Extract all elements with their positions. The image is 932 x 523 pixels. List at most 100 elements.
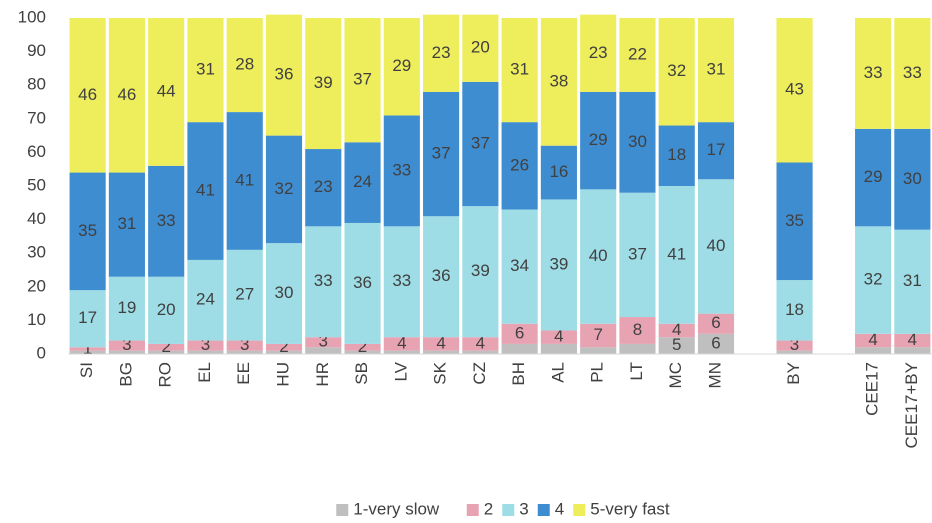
bar-segment	[226, 18, 263, 113]
data-label: 32	[275, 179, 294, 198]
data-label: 3	[319, 332, 328, 351]
bar-segment	[501, 343, 538, 354]
legend-swatch	[502, 504, 515, 516]
bar-segment	[148, 165, 185, 277]
data-label: 3	[122, 335, 131, 354]
bar-segment	[658, 186, 695, 324]
x-tick-label: MN	[705, 362, 724, 388]
x-tick-label: EE	[234, 362, 253, 385]
data-label: 23	[432, 43, 451, 62]
data-label: 36	[353, 273, 372, 292]
bar-segment	[148, 350, 185, 354]
bar-segment	[697, 333, 735, 354]
bar-segment	[383, 115, 420, 227]
data-label: 44	[157, 81, 176, 100]
data-label: 36	[432, 266, 451, 285]
bar-segment	[658, 18, 695, 126]
data-label: 33	[314, 271, 333, 290]
data-label: 4	[908, 330, 917, 349]
x-tick-label: BY	[784, 362, 803, 385]
data-label: 16	[549, 162, 568, 181]
legend-swatch	[537, 504, 550, 516]
data-label: 33	[864, 63, 883, 82]
x-tick-label: PL	[588, 362, 607, 383]
y-tick-label: 100	[18, 7, 46, 26]
bar-segment	[619, 343, 656, 354]
data-label: 1	[83, 339, 92, 358]
data-label: 24	[353, 172, 372, 191]
bar-segment	[108, 172, 145, 277]
bar-segment	[423, 216, 460, 338]
data-label: 3	[240, 335, 249, 354]
bar-segment	[69, 290, 106, 348]
data-label: 35	[785, 211, 804, 230]
bar-segment	[423, 337, 460, 351]
bar-segment	[580, 323, 617, 348]
bar-segment	[305, 337, 342, 348]
bar-segment	[580, 91, 617, 190]
bar-segment	[423, 14, 460, 92]
legend-label: 4	[555, 499, 564, 518]
bar-segment	[776, 280, 813, 341]
bar-segment	[894, 229, 931, 334]
bar-segment	[540, 343, 577, 354]
x-tick-label: CEE17+BY	[902, 362, 921, 448]
bar-segment	[305, 347, 342, 354]
y-tick-label: 90	[27, 41, 46, 60]
data-label: 6	[515, 323, 524, 342]
bar-segment	[501, 323, 538, 344]
bar-segment	[226, 340, 263, 351]
bar-segment	[540, 330, 577, 344]
bar-segment	[108, 276, 145, 341]
data-label: 19	[117, 298, 136, 317]
bar-segment	[383, 18, 420, 116]
bar-segment	[108, 18, 145, 173]
data-label: 23	[589, 43, 608, 62]
x-tick-label: SK	[431, 361, 450, 384]
data-label: 31	[117, 214, 136, 233]
data-label: 6	[711, 313, 720, 332]
bar-segment	[265, 350, 303, 354]
bar-segment	[580, 347, 617, 354]
data-label: 39	[314, 73, 333, 92]
data-label: 2	[161, 337, 170, 356]
bar-segment	[265, 14, 303, 136]
data-label: 28	[235, 55, 254, 74]
bar-segment	[501, 209, 538, 324]
x-tick-label: BG	[116, 362, 135, 387]
bar-segment	[187, 18, 224, 123]
data-label: 32	[864, 270, 883, 289]
x-tick-label: SI	[77, 362, 96, 378]
data-label: 33	[157, 211, 176, 230]
bar-segment	[344, 350, 381, 354]
data-label: 6	[711, 333, 720, 352]
bar-segment	[69, 18, 106, 173]
data-label: 33	[903, 63, 922, 82]
bar-segment	[776, 340, 813, 351]
data-label: 32	[667, 61, 686, 80]
bar-segment	[697, 122, 735, 180]
data-label: 39	[471, 261, 490, 280]
bar-segment	[855, 333, 892, 348]
bar-segment	[619, 192, 656, 318]
data-label: 30	[628, 132, 647, 151]
data-label: 39	[549, 254, 568, 273]
x-tick-label: HU	[273, 362, 292, 387]
legend-swatch	[466, 504, 479, 516]
data-label: 23	[314, 177, 333, 196]
bar-segment	[540, 145, 577, 200]
data-label: 41	[235, 170, 254, 189]
data-label: 17	[707, 140, 726, 159]
data-label: 30	[275, 283, 294, 302]
data-label: 37	[432, 144, 451, 163]
data-label: 18	[667, 145, 686, 164]
x-tick-label: EL	[195, 362, 214, 383]
x-tick-label: HR	[313, 362, 332, 387]
bar-segment	[580, 14, 617, 92]
x-tick-label: MC	[666, 362, 685, 388]
x-tick-label: LT	[627, 362, 646, 381]
y-tick-label: 40	[27, 209, 46, 228]
data-label: 31	[903, 271, 922, 290]
bar-segment	[855, 347, 892, 354]
